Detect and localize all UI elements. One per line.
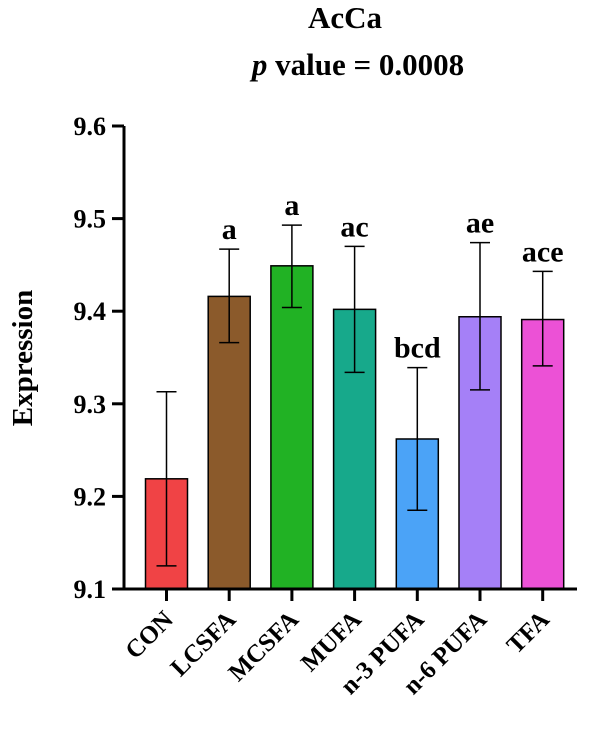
y-axis-label: Expression — [7, 290, 39, 426]
y-tick-label: 9.3 — [74, 390, 107, 419]
bar — [270, 265, 314, 590]
y-tick-label: 9.4 — [74, 297, 107, 326]
y-tick-label: 9.2 — [74, 482, 107, 511]
bar — [207, 295, 251, 590]
significance-label: a — [284, 189, 299, 222]
y-tick-label: 9.6 — [74, 112, 107, 141]
subtitle-p-symbol: p — [249, 47, 268, 82]
significance-label: a — [222, 213, 237, 246]
chart-subtitle: p value = 0.0008 — [249, 47, 464, 82]
significance-label: ac — [340, 210, 368, 243]
y-tick-label: 9.5 — [74, 205, 107, 234]
x-tick-label: MCSFA — [224, 606, 305, 687]
significance-label: ae — [466, 207, 494, 240]
y-tick-label: 9.1 — [74, 575, 107, 604]
x-tick-label: CON — [120, 606, 178, 664]
significance-label: bcd — [394, 332, 441, 365]
significance-label: ace — [522, 235, 564, 268]
chart-title: AcCa — [308, 0, 383, 35]
x-tick-label: TFA — [502, 606, 555, 659]
y-axis: 9.1 9.2 9.3 9.4 9.5 9.6 — [74, 112, 126, 604]
subtitle-value: value = 0.0008 — [267, 47, 464, 82]
